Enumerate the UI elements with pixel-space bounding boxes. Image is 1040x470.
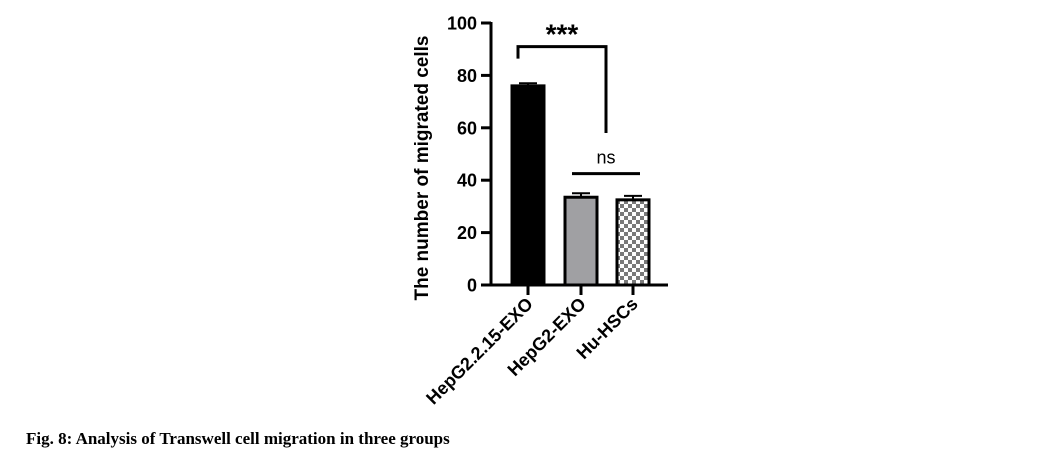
y-tick-label: 80: [457, 66, 477, 86]
y-tick-label: 20: [457, 223, 477, 243]
figure-caption: Fig. 8: Analysis of Transwell cell migra…: [26, 429, 450, 448]
bar: [615, 198, 651, 287]
y-axis-label: The number of migrated cells: [412, 36, 433, 301]
significance-label: ***: [546, 19, 579, 50]
significance-bracket: [516, 45, 608, 133]
y-tick-label: 100: [447, 14, 477, 34]
bars: [510, 82, 651, 287]
significance-annotations: *** ns: [516, 19, 640, 176]
bar: [510, 84, 546, 287]
y-tick-label: 60: [457, 118, 477, 138]
significance-label: ns: [596, 148, 615, 168]
y-tick-label: 0: [467, 276, 477, 296]
bar: [563, 195, 599, 287]
y-tick-label: 40: [457, 171, 477, 191]
